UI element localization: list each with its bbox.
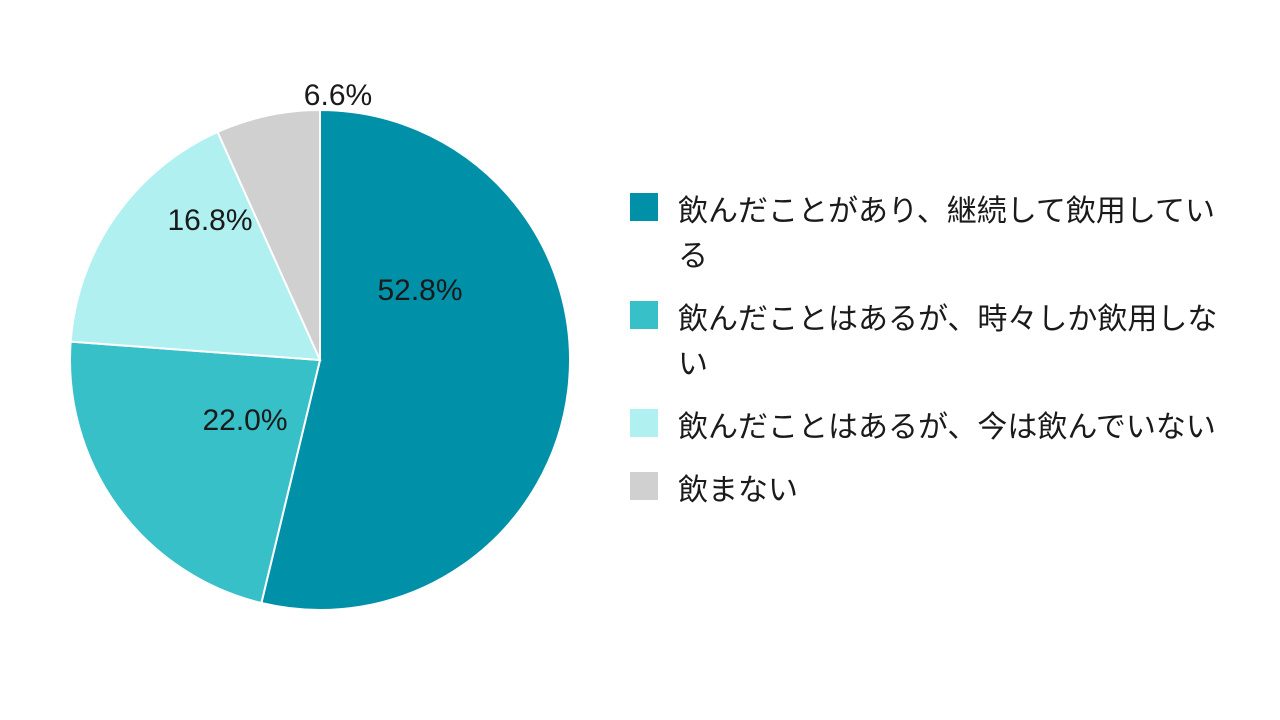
legend-label: 飲んだことがあり、継続して飲用している — [678, 189, 1240, 279]
pie-chart-area: 52.8% 22.0% 16.8% 6.6% — [0, 0, 620, 720]
legend-label: 飲んだことはあるが、今は飲んでいない — [678, 405, 1216, 450]
slice-value-label: 52.8% — [377, 274, 462, 307]
pie-chart-svg: 52.8% 22.0% 16.8% 6.6% — [0, 0, 620, 720]
legend: 飲んだことがあり、継続して飲用している飲んだことはあるが、時々しか飲用しない飲ん… — [620, 189, 1280, 531]
legend-label: 飲んだことはあるが、時々しか飲用しない — [678, 297, 1240, 387]
legend-item: 飲んだことがあり、継続して飲用している — [630, 189, 1240, 279]
legend-swatch — [630, 409, 658, 437]
legend-item: 飲まない — [630, 468, 1240, 513]
legend-swatch — [630, 193, 658, 221]
slice-value-label: 6.6% — [304, 79, 372, 112]
chart-container: 52.8%22.0%16.8%6.6% 飲んだことがあり、継続して飲用している飲… — [0, 0, 1280, 720]
legend-item: 飲んだことはあるが、時々しか飲用しない — [630, 297, 1240, 387]
legend-item: 飲んだことはあるが、今は飲んでいない — [630, 405, 1240, 450]
legend-label: 飲まない — [678, 468, 798, 513]
slice-value-label: 16.8% — [167, 204, 252, 237]
legend-swatch — [630, 472, 658, 500]
slice-value-label: 22.0% — [202, 404, 287, 437]
legend-swatch — [630, 301, 658, 329]
